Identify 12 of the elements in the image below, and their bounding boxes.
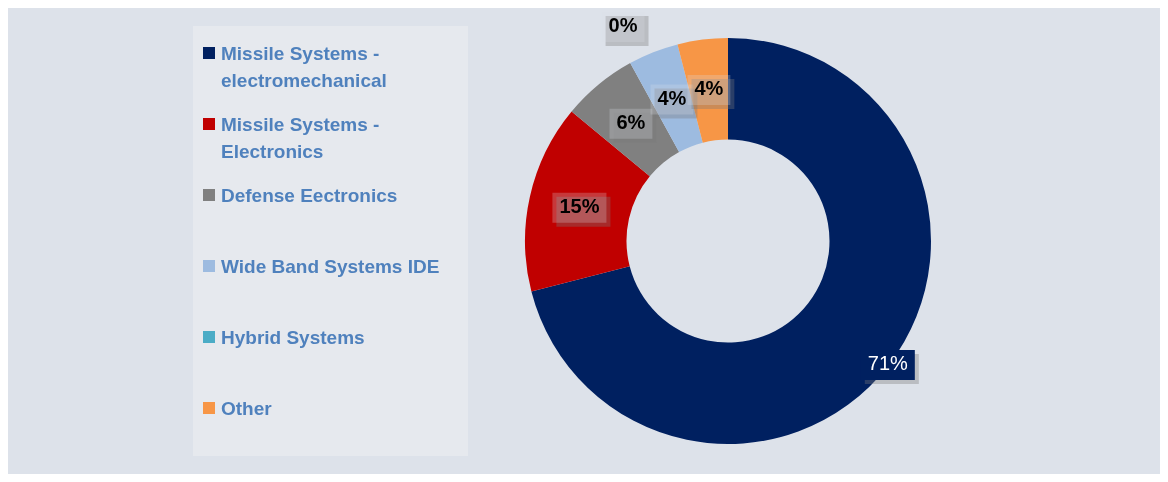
data-label: 4% [694,77,724,100]
legend-label: Missile Systems - Electronics [221,113,381,164]
data-label: 4% [657,86,687,109]
legend-label: Defense Eectronics [221,184,398,208]
data-label: 15% [559,195,600,218]
data-label: 6% [616,111,646,134]
legend-label: Other [221,397,272,421]
legend-label: Wide Band Systems IDE [221,255,440,279]
legend-label: Hybrid Systems [221,326,365,350]
text: 0% [608,14,638,37]
legend-label: Missile Systems - electromechanical [221,42,388,93]
data-label: 71% [867,352,909,375]
